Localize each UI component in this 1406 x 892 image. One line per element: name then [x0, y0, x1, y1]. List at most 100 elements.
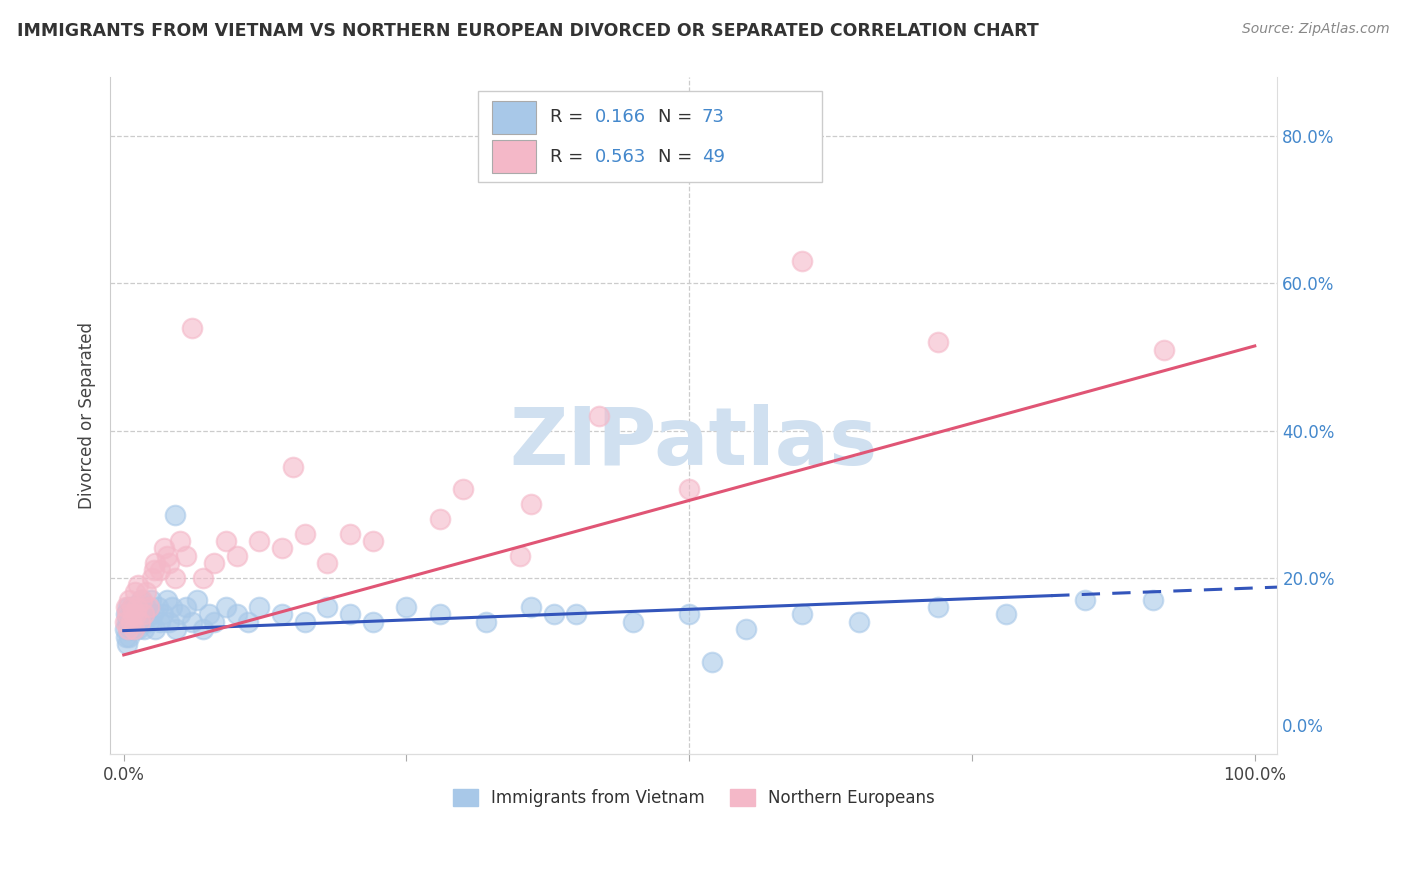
Point: [149, 615, 172, 629]
Point: [117, 622, 139, 636]
Text: N =: N =: [658, 147, 697, 166]
Point: [124, 622, 146, 636]
Point: [1142, 592, 1164, 607]
Point: [118, 630, 141, 644]
Point: [792, 254, 814, 268]
Point: [174, 549, 197, 563]
Point: [520, 600, 543, 615]
Point: [451, 483, 474, 497]
Point: [225, 549, 247, 563]
Point: [395, 600, 418, 615]
Point: [621, 615, 644, 629]
Point: [474, 615, 496, 629]
Point: [132, 622, 155, 636]
Text: 0.166: 0.166: [595, 108, 645, 127]
Point: [114, 615, 136, 629]
Text: 73: 73: [702, 108, 725, 127]
Point: [139, 592, 162, 607]
Point: [121, 600, 143, 615]
Point: [700, 655, 723, 669]
Point: [249, 600, 271, 615]
Point: [191, 571, 214, 585]
Point: [848, 615, 870, 629]
Point: [163, 508, 186, 523]
Text: R =: R =: [550, 147, 589, 166]
Point: [202, 556, 225, 570]
Point: [225, 607, 247, 622]
Point: [115, 607, 138, 622]
Point: [520, 497, 543, 511]
Point: [361, 615, 384, 629]
FancyBboxPatch shape: [492, 140, 536, 173]
Point: [214, 533, 236, 548]
Point: [429, 607, 451, 622]
Point: [138, 615, 160, 629]
Point: [157, 556, 180, 570]
Point: [115, 637, 138, 651]
Point: [316, 556, 339, 570]
Point: [122, 615, 145, 629]
Point: [131, 615, 153, 629]
Point: [143, 563, 166, 577]
Point: [316, 600, 339, 615]
Point: [543, 607, 565, 622]
Text: 0.563: 0.563: [595, 147, 645, 166]
Point: [792, 607, 814, 622]
Point: [169, 607, 191, 622]
Point: [132, 607, 155, 622]
Point: [128, 615, 150, 629]
Point: [127, 600, 149, 615]
Text: Source: ZipAtlas.com: Source: ZipAtlas.com: [1241, 22, 1389, 37]
Point: [131, 592, 153, 607]
Point: [129, 592, 152, 607]
Point: [117, 622, 139, 636]
Point: [678, 607, 700, 622]
Point: [927, 335, 949, 350]
Point: [142, 607, 165, 622]
Point: [121, 615, 143, 629]
Point: [429, 512, 451, 526]
Point: [127, 622, 149, 636]
Point: [121, 607, 143, 622]
Point: [124, 585, 146, 599]
Point: [135, 585, 157, 599]
Point: [125, 615, 148, 629]
Point: [339, 607, 361, 622]
Point: [138, 600, 160, 615]
Point: [122, 600, 145, 615]
Point: [125, 607, 148, 622]
Point: [124, 607, 146, 622]
Point: [115, 607, 138, 622]
Point: [509, 549, 531, 563]
Point: [678, 483, 700, 497]
Text: ZIPatlas: ZIPatlas: [509, 404, 877, 482]
Point: [214, 600, 236, 615]
Point: [152, 607, 174, 622]
Point: [271, 607, 294, 622]
Point: [565, 607, 588, 622]
Point: [283, 460, 305, 475]
Point: [249, 533, 271, 548]
Point: [153, 541, 176, 556]
Point: [145, 556, 167, 570]
Point: [125, 600, 148, 615]
Point: [588, 409, 610, 423]
Point: [236, 615, 259, 629]
Point: [127, 607, 149, 622]
Point: [156, 549, 179, 563]
Point: [122, 622, 145, 636]
Text: N =: N =: [658, 108, 697, 127]
Text: 49: 49: [702, 147, 725, 166]
Point: [157, 615, 180, 629]
Point: [141, 571, 163, 585]
Point: [114, 622, 136, 636]
Point: [118, 592, 141, 607]
Point: [294, 615, 316, 629]
Point: [339, 526, 361, 541]
Point: [180, 320, 202, 334]
Y-axis label: Divorced or Separated: Divorced or Separated: [79, 322, 96, 509]
Text: R =: R =: [550, 108, 589, 127]
Point: [1074, 592, 1097, 607]
Text: IMMIGRANTS FROM VIETNAM VS NORTHERN EUROPEAN DIVORCED OR SEPARATED CORRELATION C: IMMIGRANTS FROM VIETNAM VS NORTHERN EURO…: [17, 22, 1039, 40]
Point: [127, 578, 149, 592]
